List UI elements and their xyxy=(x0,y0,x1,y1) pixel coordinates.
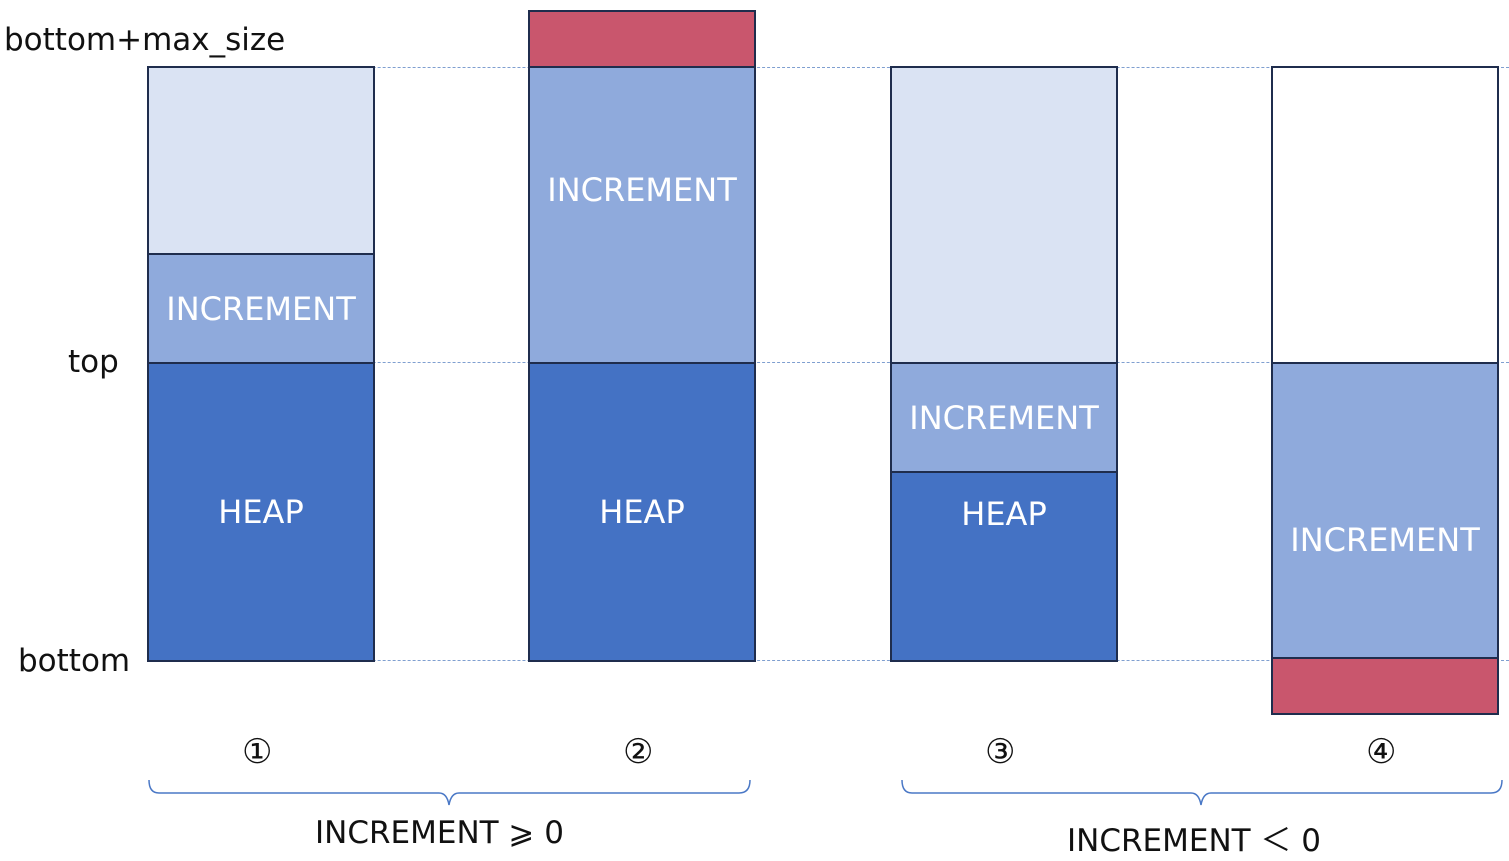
col1-increment-block: INCREMENT xyxy=(147,253,375,364)
col4-increment-label: INCREMENT xyxy=(1290,520,1480,559)
col2-increment-label: INCREMENT xyxy=(547,171,737,209)
col1-heap-block: HEAP xyxy=(147,362,375,662)
top-label: top xyxy=(68,344,119,380)
col4-overflow-block xyxy=(1271,657,1499,715)
top-guide-line xyxy=(148,362,1509,363)
group2-caption: INCREMENT ＜ 0 xyxy=(1067,823,1321,859)
col3-heap-block: HEAP xyxy=(890,471,1118,662)
bottom-guide-line xyxy=(148,660,1509,661)
bottom-label: bottom xyxy=(18,643,131,679)
col3-free-space xyxy=(890,66,1118,364)
max-guide-line xyxy=(148,67,1509,68)
col3-heap-label: HEAP xyxy=(961,495,1047,533)
col1-number: ① xyxy=(242,732,273,772)
group1-brace xyxy=(148,779,751,806)
col2-number: ② xyxy=(623,732,654,772)
bottom-max-size-label: bottom+max_size xyxy=(4,22,286,58)
col4-number: ④ xyxy=(1366,732,1397,772)
col3-number: ③ xyxy=(985,732,1016,772)
col4-free-space xyxy=(1271,66,1499,364)
col2-heap-label: HEAP xyxy=(599,493,685,531)
col3-increment-label: INCREMENT xyxy=(909,398,1099,437)
col2-increment-block: INCREMENT xyxy=(528,66,756,364)
col2-overflow-block xyxy=(528,10,756,68)
col2-heap-block: HEAP xyxy=(528,362,756,662)
col4-increment-block: INCREMENT xyxy=(1271,362,1499,659)
group2-brace xyxy=(901,779,1503,806)
col1-heap-label: HEAP xyxy=(218,493,304,531)
group1-caption: INCREMENT ⩾ 0 xyxy=(315,815,564,851)
col3-increment-block: INCREMENT xyxy=(890,362,1118,473)
col1-free-space xyxy=(147,66,375,255)
col1-increment-label: INCREMENT xyxy=(166,289,356,328)
